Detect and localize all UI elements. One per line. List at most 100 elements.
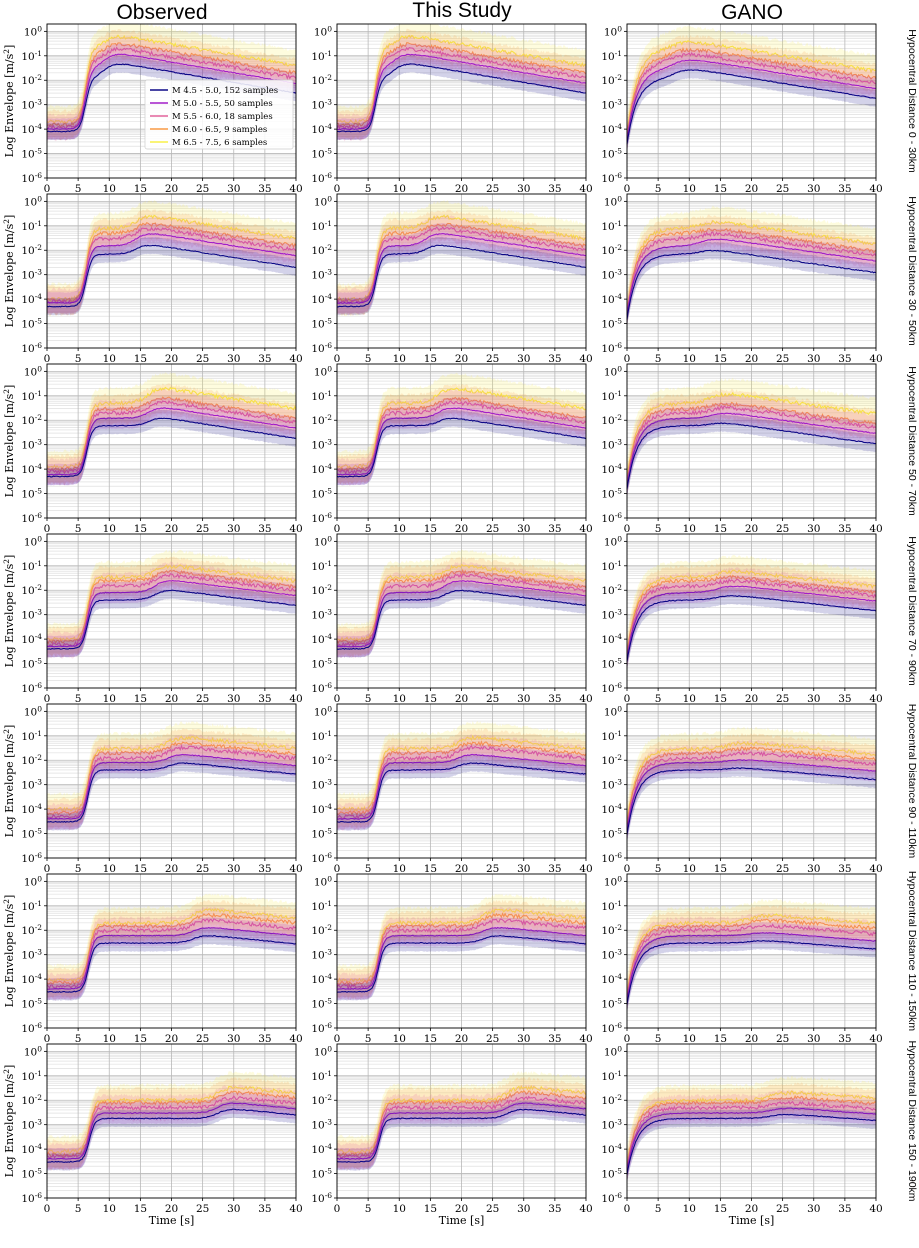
series-line-4 — [626, 219, 877, 314]
x-tick-label: 5 — [75, 1203, 82, 1215]
band-4 — [627, 205, 876, 329]
x-tick-label: 5 — [655, 1203, 662, 1215]
series-line-0 — [336, 589, 587, 650]
series-line-0 — [626, 249, 877, 320]
x-tick-label: 40 — [579, 1033, 592, 1045]
series-line-3 — [46, 42, 297, 128]
x-tick-label: 20 — [455, 863, 468, 875]
x-tick-label: 15 — [424, 1033, 437, 1045]
series-line-2 — [336, 400, 587, 475]
x-tick-label: 35 — [838, 183, 851, 195]
x-tick-label: 40 — [579, 863, 592, 875]
y-tick-label: 100 — [604, 874, 622, 888]
x-tick-label: 25 — [196, 183, 209, 195]
x-tick-label: 10 — [683, 523, 696, 535]
panel-r1-c0: 100 10-1 10-2 10-3 10-4 10-5 10-60 5 10 15 20 25 30 3… — [2, 193, 303, 365]
y-tick-label: 10-2 — [601, 753, 622, 767]
x-tick-label: 20 — [165, 353, 178, 365]
x-tick-label: 40 — [289, 523, 302, 535]
x-tick-label: 15 — [714, 693, 727, 705]
x-tick-label: 30 — [517, 353, 530, 365]
x-tick-label: 30 — [807, 693, 820, 705]
x-tick-label: 40 — [869, 863, 882, 875]
y-tick-label: 10-1 — [21, 899, 42, 913]
y-axis-label: Log Envelope [m/s2] — [2, 1065, 16, 1178]
y-tick-label: 100 — [24, 1044, 42, 1058]
legend-entry: M 6.0 - 6.5, 9 samples — [172, 125, 267, 135]
y-tick-label: 10-4 — [21, 972, 42, 986]
y-tick-label: 10-5 — [601, 1167, 622, 1181]
y-tick-label: 10-4 — [21, 122, 42, 136]
legend-entry: M 5.5 - 6.0, 18 samples — [172, 112, 273, 122]
y-tick-label: 10-2 — [311, 923, 332, 937]
x-tick-label: 0 — [44, 1203, 51, 1215]
band-0 — [627, 759, 876, 844]
x-tick-label: 20 — [745, 523, 758, 535]
series-line-2 — [46, 918, 297, 990]
series-line-0 — [46, 1108, 297, 1163]
series-line-0 — [626, 595, 877, 662]
series-line-4 — [46, 564, 297, 643]
band-1 — [627, 49, 876, 153]
y-tick-label: 10-2 — [601, 583, 622, 597]
series-line-1 — [336, 233, 586, 304]
panel-r3-c2: 100 10-1 10-2 10-3 10-4 10-5 10-60 5 10 15 20 25 30 3… — [601, 533, 918, 705]
y-tick-label: 10-1 — [21, 1069, 42, 1083]
x-tick-label: 0 — [44, 523, 51, 535]
y-tick-label: 10-2 — [601, 1093, 622, 1107]
series-line-2 — [336, 46, 587, 131]
y-tick-label: 10-5 — [601, 487, 622, 501]
series-line-3 — [46, 1090, 297, 1158]
x-tick-label: 25 — [776, 183, 789, 195]
x-tick-label: 5 — [75, 353, 82, 365]
x-axis-label: Time [s] — [729, 1214, 775, 1227]
band-0 — [337, 55, 586, 141]
x-tick-label: 30 — [227, 863, 240, 875]
series-line-2 — [46, 46, 297, 131]
x-tick-label: 10 — [103, 183, 116, 195]
y-tick-label: 10-5 — [21, 1167, 42, 1181]
band-4 — [47, 893, 296, 998]
series-line-3 — [336, 912, 587, 987]
y-tick-label: 100 — [314, 1044, 332, 1058]
series-line-4 — [336, 908, 587, 984]
y-tick-label: 10-2 — [601, 243, 622, 257]
series-line-2 — [626, 405, 877, 487]
x-tick-label: 15 — [134, 863, 147, 875]
panel-r1-c1: 100 10-1 10-2 10-3 10-4 10-5 10-60 5 10 15 20 25 30 3… — [311, 193, 593, 365]
y-tick-label: 10-5 — [311, 317, 332, 331]
series-line-3 — [626, 574, 877, 654]
y-tick-label: 10-6 — [21, 1191, 42, 1205]
x-tick-label: 20 — [455, 693, 468, 705]
series-line-0 — [336, 417, 587, 478]
y-tick-label: 10-4 — [21, 1142, 42, 1156]
band-3 — [627, 561, 876, 667]
series-line-2 — [336, 226, 587, 305]
x-tick-label: 35 — [548, 863, 561, 875]
row-label: Hypocentral Distance 0 - 30km — [906, 29, 918, 173]
y-tick-label: 100 — [314, 194, 332, 208]
series-line-1 — [336, 53, 587, 131]
x-tick-label: 10 — [103, 523, 116, 535]
x-tick-label: 25 — [486, 863, 499, 875]
y-tick-label: 10-1 — [601, 1069, 622, 1083]
band-0 — [627, 61, 876, 153]
x-tick-label: 0 — [334, 353, 341, 365]
series-line-4 — [336, 734, 587, 813]
y-tick-label: 10-6 — [601, 681, 622, 695]
x-tick-label: 35 — [258, 1203, 271, 1215]
band-3 — [47, 208, 296, 316]
x-tick-label: 25 — [776, 693, 789, 705]
legend-entry: M 6.5 - 7.5, 6 samples — [172, 138, 267, 148]
band-0 — [47, 581, 296, 658]
y-tick-label: 10-4 — [601, 462, 622, 476]
x-tick-label: 40 — [579, 693, 592, 705]
y-axis-label: Log Envelope [m/s2] — [2, 555, 16, 668]
x-tick-label: 10 — [683, 693, 696, 705]
x-tick-label: 15 — [424, 183, 437, 195]
row-label: Hypocentral Distance 90 - 110km — [906, 704, 918, 859]
x-tick-label: 15 — [134, 183, 147, 195]
x-tick-label: 35 — [258, 523, 271, 535]
x-tick-label: 40 — [289, 183, 302, 195]
y-tick-label: 10-6 — [311, 1191, 332, 1205]
